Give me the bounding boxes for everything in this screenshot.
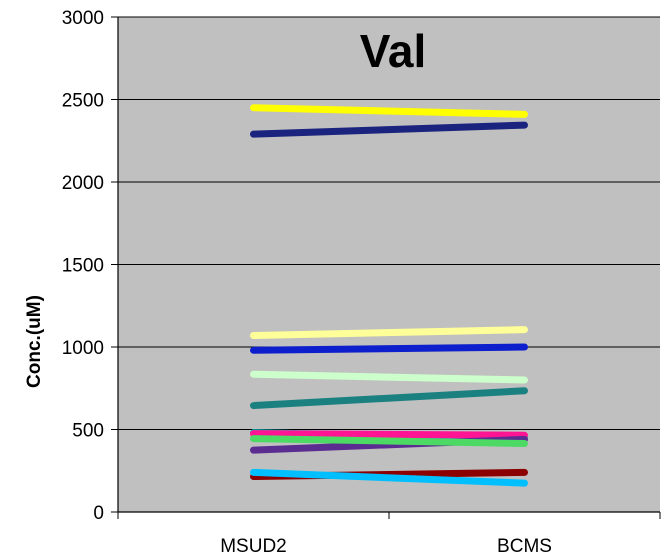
series-line: [250, 435, 528, 448]
series-line: [250, 370, 528, 384]
axes: [111, 16, 661, 519]
chart-title: Val: [360, 25, 427, 77]
series-line: [250, 326, 528, 339]
series-line: [250, 104, 528, 118]
series-lines: [250, 104, 528, 487]
series-line: [250, 121, 528, 138]
x-category-label: BCMS: [497, 536, 552, 557]
y-tick-label: 500: [72, 421, 104, 442]
series-line: [250, 430, 528, 439]
x-category-label: MSUD2: [220, 536, 287, 557]
y-axis-label: Conc.(uM): [24, 295, 45, 388]
x-category-labels: MSUD2 BCMS: [220, 536, 552, 557]
series-line: [250, 468, 528, 487]
y-tick-label: 3000: [62, 8, 104, 29]
y-tick-label: 2000: [62, 173, 104, 194]
y-tick-labels: 0 500 1000 1500 2000 2500 3000: [62, 8, 104, 524]
y-tick-label: 1000: [62, 338, 104, 359]
series-line: [250, 387, 528, 410]
y-tick-label: 1500: [62, 256, 104, 277]
y-tick-label: 2500: [62, 91, 104, 112]
y-tick-label: 0: [93, 503, 104, 524]
series-line: [250, 343, 528, 354]
